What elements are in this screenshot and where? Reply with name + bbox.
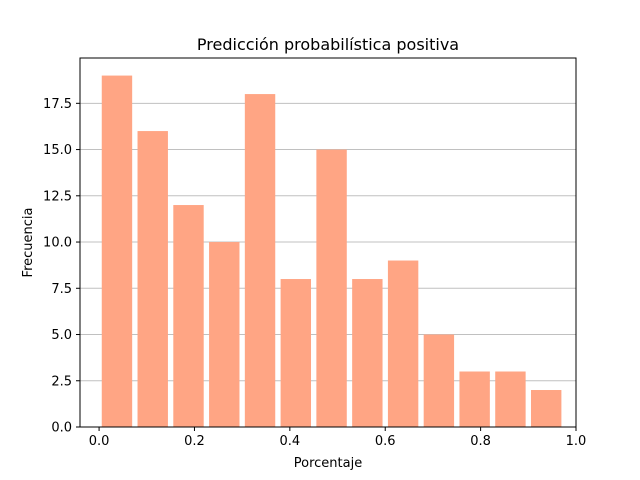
y-tick-label: 17.5 <box>43 97 72 112</box>
x-tick-label: 0.0 <box>89 434 110 449</box>
histogram-bar <box>352 279 383 427</box>
histogram-bar <box>530 390 562 427</box>
histogram-bar <box>173 205 204 427</box>
histogram-bar <box>101 75 133 428</box>
x-tick-label: 0.8 <box>470 434 491 449</box>
y-axis-ticks: 0.0 2.5 5.0 7.5 10.0 12.5 15.0 17.5 <box>43 97 80 436</box>
x-tick-label: 0.2 <box>184 434 205 449</box>
y-tick-label: 0.0 <box>51 421 72 436</box>
histogram-bar <box>459 371 490 427</box>
x-tick-label: 1.0 <box>566 434 587 449</box>
y-tick-label: 2.5 <box>51 374 72 389</box>
x-axis-label: Porcentaje <box>294 456 362 471</box>
y-tick-label: 5.0 <box>51 328 72 343</box>
y-tick-label: 10.0 <box>43 236 72 251</box>
x-tick-label: 0.4 <box>280 434 301 449</box>
histogram-bar <box>423 334 455 427</box>
bars <box>101 75 562 428</box>
histogram-bar <box>137 131 168 427</box>
x-axis-ticks: 0.0 0.2 0.4 0.6 0.8 1.0 <box>89 427 587 449</box>
histogram-bar <box>280 279 312 427</box>
histogram-bar <box>209 242 240 427</box>
chart-title: Predicción probabilística positiva <box>197 35 459 54</box>
y-axis-label: Frecuencia <box>21 208 36 278</box>
histogram-bar <box>316 149 347 427</box>
histogram-bar <box>495 371 526 427</box>
y-tick-label: 7.5 <box>51 282 72 297</box>
y-tick-label: 15.0 <box>43 143 72 158</box>
y-tick-label: 12.5 <box>43 189 72 204</box>
x-tick-label: 0.6 <box>375 434 396 449</box>
histogram-bar <box>244 94 276 427</box>
histogram-bar <box>387 260 419 427</box>
